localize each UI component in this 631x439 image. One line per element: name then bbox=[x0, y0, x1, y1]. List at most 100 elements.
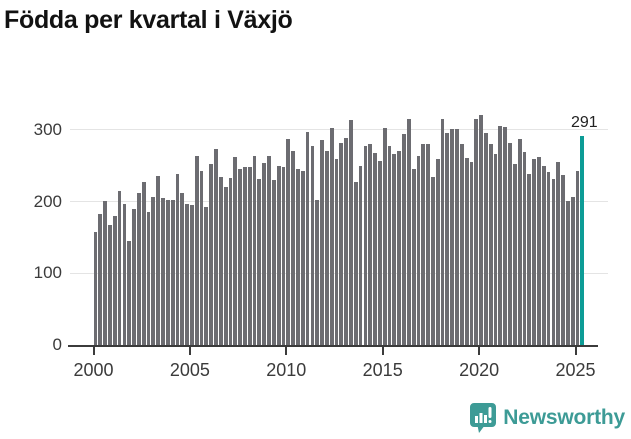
bar bbox=[276, 165, 281, 345]
bar bbox=[498, 126, 503, 345]
bar bbox=[392, 154, 397, 345]
bar bbox=[156, 175, 161, 345]
bar bbox=[503, 127, 508, 345]
bar bbox=[363, 145, 368, 345]
x-axis-tick bbox=[285, 347, 288, 355]
bar bbox=[416, 155, 421, 345]
bar bbox=[218, 177, 223, 345]
bar bbox=[223, 187, 228, 345]
bar bbox=[204, 206, 209, 345]
bar bbox=[310, 145, 315, 345]
brand-footer: Newsworthy bbox=[470, 403, 625, 433]
bar bbox=[141, 181, 146, 345]
bar bbox=[257, 178, 262, 345]
bar bbox=[450, 129, 455, 345]
newsworthy-logo-icon bbox=[470, 403, 497, 433]
bar bbox=[243, 166, 247, 345]
y-gridline bbox=[70, 272, 608, 274]
bar bbox=[252, 155, 257, 345]
bar bbox=[281, 167, 286, 345]
bar bbox=[426, 143, 430, 345]
bar bbox=[406, 119, 411, 345]
bar bbox=[349, 119, 353, 345]
y-axis-tick-label: 0 bbox=[52, 335, 62, 354]
bar bbox=[190, 205, 194, 345]
y-gridline bbox=[70, 129, 608, 131]
bar bbox=[565, 200, 570, 345]
x-axis-tick bbox=[381, 347, 384, 355]
bar bbox=[387, 145, 392, 345]
bar bbox=[488, 144, 493, 345]
bar bbox=[546, 172, 551, 345]
bar bbox=[296, 168, 300, 345]
bar bbox=[373, 152, 377, 345]
bar bbox=[334, 159, 339, 345]
bar bbox=[93, 232, 98, 345]
bar bbox=[112, 215, 117, 345]
bar bbox=[324, 150, 329, 345]
bar bbox=[368, 144, 373, 345]
bar bbox=[262, 162, 267, 345]
brand-name: Newsworthy bbox=[503, 406, 625, 429]
bar bbox=[199, 170, 204, 345]
bar bbox=[291, 150, 296, 345]
bar bbox=[382, 127, 387, 345]
bar bbox=[575, 170, 580, 345]
bar bbox=[532, 159, 537, 345]
bar bbox=[146, 211, 151, 345]
y-axis-tick-label: 100 bbox=[33, 263, 62, 283]
bar bbox=[411, 168, 416, 345]
bar bbox=[165, 199, 170, 345]
bar bbox=[344, 137, 349, 345]
bar bbox=[474, 118, 479, 345]
x-axis-tick-label: 2020 bbox=[459, 360, 500, 380]
bar bbox=[214, 148, 218, 345]
bar bbox=[300, 170, 305, 345]
bar bbox=[170, 200, 175, 345]
bar bbox=[122, 203, 127, 345]
bar bbox=[493, 154, 498, 345]
x-axis-tick bbox=[188, 347, 191, 355]
bar bbox=[431, 177, 435, 345]
highlighted-bar bbox=[580, 136, 585, 345]
bar bbox=[358, 165, 363, 345]
x-axis-line bbox=[68, 344, 598, 347]
bar bbox=[103, 200, 108, 345]
bar bbox=[185, 203, 189, 345]
bar bbox=[508, 142, 512, 345]
bar bbox=[127, 241, 132, 345]
bar bbox=[517, 139, 522, 345]
bar bbox=[561, 175, 565, 345]
bar bbox=[151, 196, 156, 345]
bar bbox=[161, 198, 165, 345]
highlight-value-label: 291 bbox=[570, 114, 598, 132]
bar bbox=[464, 157, 469, 345]
bar bbox=[512, 163, 517, 345]
bar bbox=[377, 160, 382, 345]
bar bbox=[194, 155, 199, 345]
bar bbox=[479, 114, 483, 345]
x-axis-tick bbox=[574, 347, 577, 355]
bar bbox=[117, 190, 122, 345]
bar bbox=[329, 127, 334, 345]
bar bbox=[238, 168, 242, 345]
x-axis-tick-label: 2015 bbox=[362, 360, 403, 380]
bar bbox=[570, 196, 575, 345]
bar bbox=[551, 178, 556, 345]
bar bbox=[108, 224, 112, 345]
bar bbox=[435, 159, 440, 345]
bar bbox=[522, 152, 527, 345]
bar bbox=[556, 162, 561, 345]
bar bbox=[305, 132, 310, 345]
bar bbox=[132, 208, 136, 345]
bar bbox=[397, 150, 402, 345]
bar bbox=[440, 118, 445, 345]
x-axis-tick-label: 2010 bbox=[266, 360, 307, 380]
bar bbox=[247, 166, 252, 345]
y-axis-tick-label: 200 bbox=[33, 191, 62, 211]
bar bbox=[459, 143, 464, 345]
y-gridline bbox=[70, 201, 608, 203]
bar bbox=[527, 173, 532, 345]
x-axis-tick-label: 2005 bbox=[169, 360, 210, 380]
bar bbox=[541, 165, 546, 345]
